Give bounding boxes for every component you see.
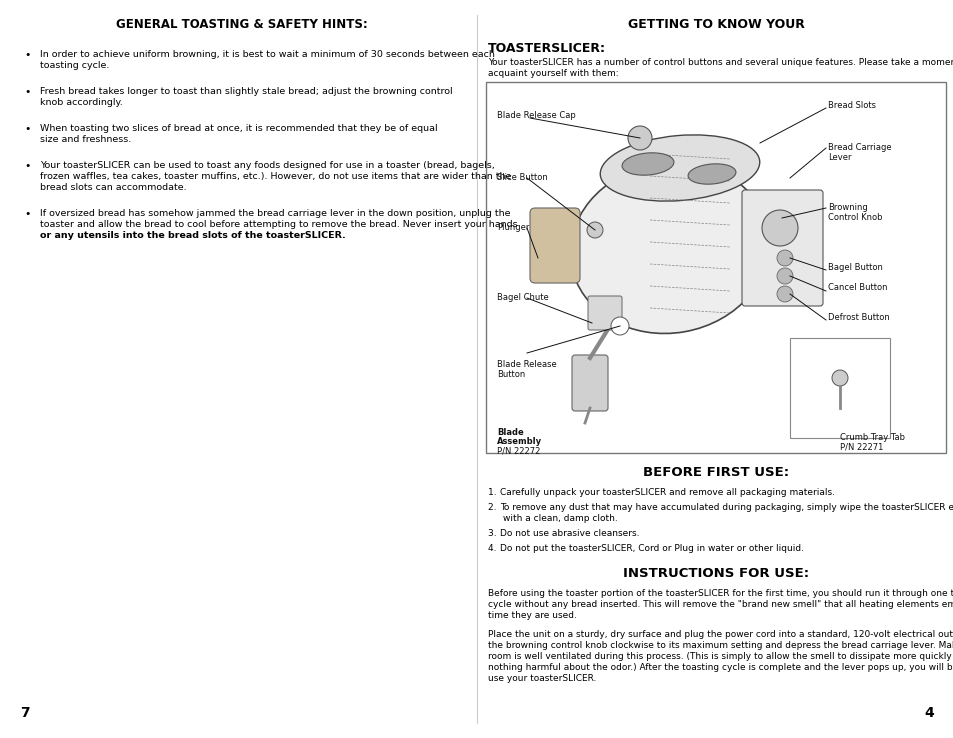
Text: When toasting two slices of bread at once, it is recommended that they be of equ: When toasting two slices of bread at onc… [40, 124, 437, 133]
Text: with a clean, damp cloth.: with a clean, damp cloth. [502, 514, 618, 523]
Text: Before using the toaster portion of the toasterSLICER for the first time, you sh: Before using the toaster portion of the … [488, 589, 953, 598]
Text: toasting cycle.: toasting cycle. [40, 61, 110, 70]
Circle shape [761, 210, 797, 246]
Text: or any utensils into the bread slots of the toasterSLICER.: or any utensils into the bread slots of … [40, 231, 345, 240]
Text: 4.: 4. [488, 544, 498, 553]
Text: the browning control knob clockwise to its maximum setting and depress the bread: the browning control knob clockwise to i… [488, 641, 953, 650]
FancyBboxPatch shape [587, 296, 621, 330]
Text: •: • [24, 50, 30, 60]
Text: Carefully unpack your toasterSLICER and remove all packaging materials.: Carefully unpack your toasterSLICER and … [499, 488, 834, 497]
Text: Bread Carriage: Bread Carriage [827, 143, 891, 152]
Text: Bagel Chute: Bagel Chute [497, 294, 548, 303]
Bar [789, 338, 889, 438]
Text: Blade Release Cap: Blade Release Cap [497, 111, 576, 120]
Text: Assembly: Assembly [497, 437, 541, 446]
Text: Fresh bread takes longer to toast than slightly stale bread; adjust the browning: Fresh bread takes longer to toast than s… [40, 87, 452, 96]
FancyBboxPatch shape [741, 190, 822, 306]
Text: size and freshness.: size and freshness. [40, 135, 132, 144]
Circle shape [776, 268, 792, 284]
Text: nothing harmful about the odor.) After the toasting cycle is complete and the le: nothing harmful about the odor.) After t… [488, 663, 953, 672]
Text: 4: 4 [923, 706, 933, 720]
Text: P/N 22271: P/N 22271 [840, 442, 882, 451]
Text: use your toasterSLICER.: use your toasterSLICER. [488, 674, 596, 683]
Text: Button: Button [497, 370, 525, 379]
Text: Crumb Tray Tab: Crumb Tray Tab [840, 433, 904, 442]
Text: acquaint yourself with them:: acquaint yourself with them: [488, 69, 618, 78]
Text: Blade: Blade [497, 428, 523, 437]
Text: Defrost Button: Defrost Button [827, 312, 889, 322]
Text: time they are used.: time they are used. [488, 611, 577, 620]
FancyBboxPatch shape [572, 355, 607, 411]
Text: Cancel Button: Cancel Button [827, 283, 886, 292]
Circle shape [627, 126, 651, 150]
Text: cycle without any bread inserted. This will remove the "brand new smell" that al: cycle without any bread inserted. This w… [488, 600, 953, 609]
Text: Your toasterSLICER has a number of control buttons and several unique features. : Your toasterSLICER has a number of contr… [488, 58, 953, 67]
Circle shape [776, 286, 792, 302]
Text: Do not put the toasterSLICER, Cord or Plug in water or other liquid.: Do not put the toasterSLICER, Cord or Pl… [499, 544, 803, 553]
Text: •: • [24, 161, 30, 171]
Text: Lever: Lever [827, 153, 851, 162]
Ellipse shape [599, 135, 759, 201]
Text: To remove any dust that may have accumulated during packaging, simply wipe the t: To remove any dust that may have accumul… [499, 503, 953, 512]
Text: knob accordingly.: knob accordingly. [40, 98, 123, 107]
Text: frozen waffles, tea cakes, toaster muffins, etc.). However, do not use items tha: frozen waffles, tea cakes, toaster muffi… [40, 172, 511, 181]
Text: GENERAL TOASTING & SAFETY HINTS:: GENERAL TOASTING & SAFETY HINTS: [115, 18, 367, 31]
FancyBboxPatch shape [530, 208, 579, 283]
Text: Your toasterSLICER can be used to toast any foods designed for use in a toaster : Your toasterSLICER can be used to toast … [40, 161, 495, 170]
Bar [485, 82, 945, 453]
Ellipse shape [621, 153, 673, 175]
Circle shape [610, 317, 628, 335]
Ellipse shape [687, 164, 735, 184]
Text: room is well ventilated during this process. (This is simply to allow the smell : room is well ventilated during this proc… [488, 652, 953, 661]
Text: Place the unit on a sturdy, dry surface and plug the power cord into a standard,: Place the unit on a sturdy, dry surface … [488, 630, 953, 639]
Text: Plunger: Plunger [497, 224, 529, 232]
Text: 1.: 1. [488, 488, 499, 497]
Text: Browning: Browning [827, 203, 867, 212]
Text: •: • [24, 87, 30, 97]
Text: P/N 22272: P/N 22272 [497, 446, 539, 455]
Text: •: • [24, 124, 30, 134]
Circle shape [776, 250, 792, 266]
Circle shape [586, 222, 602, 238]
Text: Slice Button: Slice Button [497, 173, 547, 182]
Text: 2.: 2. [488, 503, 498, 512]
Text: Do not use abrasive cleansers.: Do not use abrasive cleansers. [499, 529, 639, 538]
Text: 3.: 3. [488, 529, 499, 538]
Text: Blade Release: Blade Release [497, 360, 557, 369]
Text: Bagel Button: Bagel Button [827, 263, 882, 272]
Text: Bread Slots: Bread Slots [827, 100, 875, 109]
Text: INSTRUCTIONS FOR USE:: INSTRUCTIONS FOR USE: [622, 567, 808, 580]
Text: TOASTERSLICER:: TOASTERSLICER: [488, 42, 605, 55]
Text: bread slots can accommodate.: bread slots can accommodate. [40, 183, 187, 192]
Text: GETTING TO KNOW YOUR: GETTING TO KNOW YOUR [627, 18, 803, 31]
Text: toaster and allow the bread to cool before attempting to remove the bread. Never: toaster and allow the bread to cool befo… [40, 220, 517, 229]
Text: In order to achieve uniform browning, it is best to wait a minimum of 30 seconds: In order to achieve uniform browning, it… [40, 50, 495, 59]
Ellipse shape [570, 162, 769, 334]
Text: BEFORE FIRST USE:: BEFORE FIRST USE: [642, 466, 788, 479]
Text: If oversized bread has somehow jammed the bread carriage lever in the down posit: If oversized bread has somehow jammed th… [40, 209, 510, 218]
Text: Control Knob: Control Knob [827, 213, 882, 222]
Circle shape [831, 370, 847, 386]
Text: •: • [24, 209, 30, 219]
Text: 7: 7 [20, 706, 30, 720]
